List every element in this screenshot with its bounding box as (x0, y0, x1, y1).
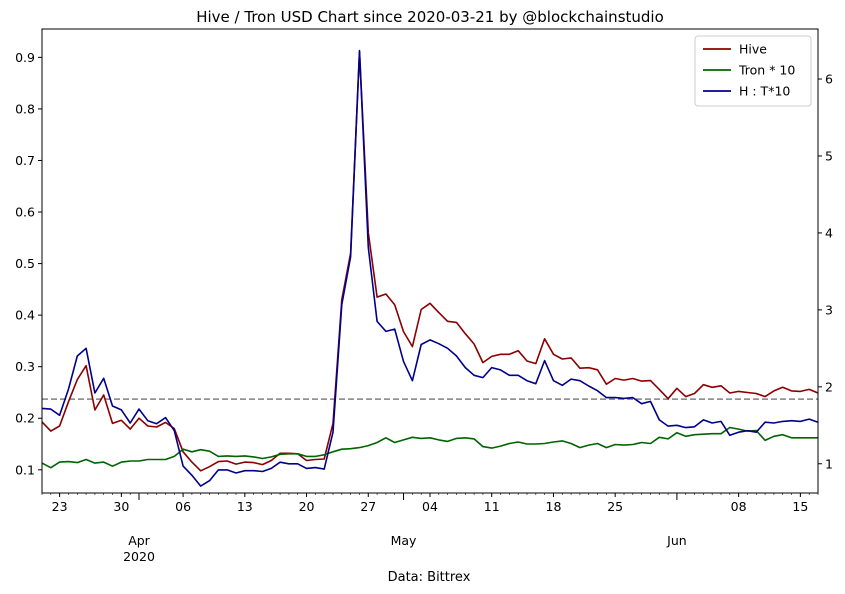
x-month-label-2: Jun (666, 533, 687, 548)
x-tick-label-11: 15 (792, 499, 808, 514)
right-tick-label-0: 1 (825, 456, 833, 471)
x-tick-label-7: 11 (484, 499, 500, 514)
right-tick-label-4: 5 (825, 148, 833, 163)
series-line-1 (41, 426, 818, 469)
right-tick-label-1: 2 (825, 379, 833, 394)
x-tick-label-2: 06 (175, 499, 191, 514)
legend-label-1: Tron * 10 (738, 63, 795, 78)
x-axis-label: Data: Bittrex (388, 570, 471, 585)
x-tick-label-1: 30 (113, 499, 129, 514)
left-tick-label-4: 0.5 (15, 256, 35, 271)
x-year-label-0: 2020 (123, 549, 155, 564)
left-tick-label-8: 0.9 (15, 50, 35, 65)
left-tick-label-0: 0.1 (15, 462, 35, 477)
x-tick-label-6: 04 (422, 499, 438, 514)
right-tick-label-2: 3 (825, 302, 833, 317)
left-tick-label-7: 0.8 (15, 101, 35, 116)
x-tick-label-3: 13 (237, 499, 253, 514)
x-month-label-1: May (391, 533, 417, 548)
right-tick-label-5: 6 (825, 72, 833, 87)
left-tick-label-3: 0.4 (15, 308, 35, 323)
x-tick-label-5: 27 (360, 499, 376, 514)
x-tick-label-10: 08 (731, 499, 747, 514)
x-tick-label-9: 25 (607, 499, 623, 514)
left-tick-label-2: 0.3 (15, 359, 35, 374)
legend-label-0: Hive (739, 42, 767, 57)
left-tick-label-5: 0.6 (15, 205, 35, 220)
left-tick-label-1: 0.2 (15, 411, 35, 426)
left-tick-label-6: 0.7 (15, 153, 35, 168)
x-tick-label-8: 18 (546, 499, 562, 514)
right-tick-label-3: 4 (825, 225, 833, 240)
legend-label-2: H : T*10 (739, 84, 790, 99)
series-line-2 (41, 49, 819, 487)
series-line-0 (41, 51, 819, 472)
x-month-label-0: Apr (128, 533, 150, 548)
legend-box (694, 35, 812, 107)
x-tick-label-4: 20 (299, 499, 315, 514)
x-tick-label-0: 23 (52, 499, 68, 514)
chart-title: Hive / Tron USD Chart since 2020-03-21 b… (196, 8, 664, 26)
plot-frame (41, 28, 819, 494)
